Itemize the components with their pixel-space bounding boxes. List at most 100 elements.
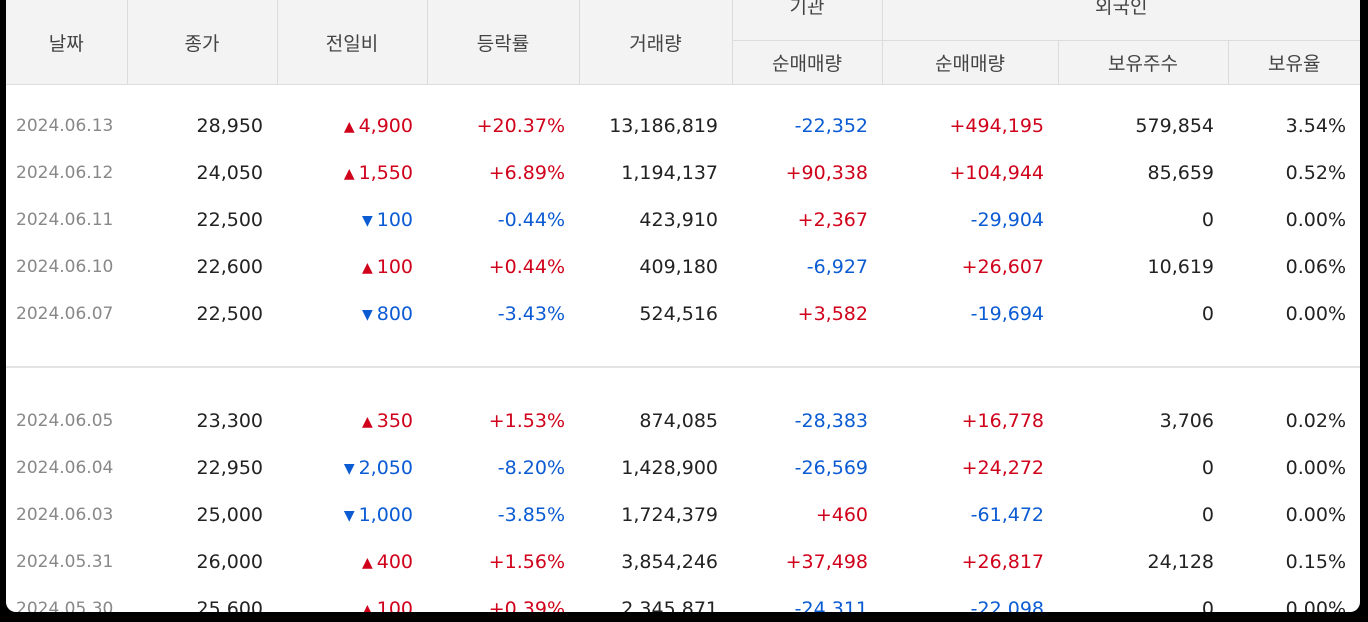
foreign-ratio-cell: 0.06% xyxy=(1285,255,1347,278)
rate-cell: +1.56% xyxy=(488,550,565,573)
close-cell: 22,950 xyxy=(196,456,263,479)
header-close: 종가 xyxy=(127,0,278,85)
change-value: 350 xyxy=(376,409,413,432)
foreign-shares-cell: 0 xyxy=(1201,503,1214,526)
close-cell: 28,950 xyxy=(196,114,263,137)
header-group-foreign: 외국인 xyxy=(882,0,1360,41)
header-foreign-shares: 보유주수 xyxy=(1058,40,1229,85)
table-header: 날짜 종가 전일비 등락률 거래량 기관 외국인 순매매량 순매매량 보유주수 … xyxy=(6,0,1360,85)
change-cell: ▲ 1,550 xyxy=(277,149,427,196)
header-institution-label: 기관 xyxy=(789,0,825,18)
change-value: 1,000 xyxy=(358,503,413,526)
header-change: 전일비 xyxy=(277,0,428,85)
close-cell: 22,600 xyxy=(196,255,263,278)
date-cell: 2024.06.04 xyxy=(16,457,114,478)
inst-net-cell: -6,927 xyxy=(806,255,868,278)
change-value: 400 xyxy=(376,550,413,573)
rate-cell: +20.37% xyxy=(476,114,565,137)
change-cell: ▲ 4,900 xyxy=(277,102,427,149)
group-gap xyxy=(6,337,1360,367)
header-foreign-ratio: 보유율 xyxy=(1228,40,1360,85)
volume-cell: 409,180 xyxy=(639,255,718,278)
rate-cell: -3.85% xyxy=(497,503,565,526)
volume-cell: 2,345,871 xyxy=(621,597,718,613)
table-row: 2024.06.04 22,950 ▼ 2,050 -8.20% 1,428,900 -26… xyxy=(6,444,1360,491)
header-group-institution: 기관 xyxy=(732,0,883,41)
triangle-down-icon: ▼ xyxy=(361,212,373,229)
foreign-ratio-cell: 0.02% xyxy=(1285,409,1347,432)
foreign-net-cell: +16,778 xyxy=(961,409,1044,432)
foreign-shares-cell: 3,706 xyxy=(1159,409,1214,432)
foreign-net-cell: -29,904 xyxy=(970,208,1044,231)
triangle-up-icon: ▲ xyxy=(361,259,373,276)
close-cell: 22,500 xyxy=(196,302,263,325)
inst-net-cell: +3,582 xyxy=(797,302,868,325)
table-row: 2024.06.11 22,500 ▼ 100 -0.44% 423,910 +2,367 -… xyxy=(6,196,1360,243)
triangle-down-icon: ▼ xyxy=(361,306,373,323)
foreign-net-cell: -22,098 xyxy=(970,597,1044,613)
inst-net-cell: +37,498 xyxy=(785,550,868,573)
table-row: 2024.05.31 26,000 ▲ 400 +1.56% 3,854,246 +37,4… xyxy=(6,538,1360,585)
group-gap xyxy=(6,368,1360,397)
header-volume: 거래량 xyxy=(579,0,733,85)
rate-cell: +0.44% xyxy=(488,255,565,278)
foreign-net-cell: -61,472 xyxy=(970,503,1044,526)
triangle-up-icon: ▲ xyxy=(361,554,373,571)
change-cell: ▲ 100 xyxy=(277,585,427,613)
table-body: 2024.06.13 28,950 ▲ 4,900 +20.37% 13,186,819-… xyxy=(6,85,1360,613)
change-value: 2,050 xyxy=(358,456,413,479)
foreign-ratio-cell: 0.00% xyxy=(1285,503,1347,526)
inst-net-cell: +2,367 xyxy=(797,208,868,231)
rate-cell: -8.20% xyxy=(497,456,565,479)
triangle-up-icon: ▲ xyxy=(361,601,373,613)
volume-cell: 13,186,819 xyxy=(609,114,718,137)
triangle-up-icon: ▲ xyxy=(361,413,373,430)
date-cell: 2024.05.30 xyxy=(16,598,114,613)
inst-net-cell: -26,569 xyxy=(794,456,868,479)
volume-cell: 524,516 xyxy=(639,302,718,325)
foreign-net-cell: -19,694 xyxy=(970,302,1044,325)
close-cell: 25,000 xyxy=(196,503,263,526)
date-cell: 2024.06.10 xyxy=(16,256,114,277)
change-value: 100 xyxy=(376,255,413,278)
header-foreign-label: 외국인 xyxy=(1095,0,1148,18)
change-cell: ▼ 1,000 xyxy=(277,491,427,538)
table-row: 2024.06.03 25,000 ▼ 1,000 -3.85% 1,724,379 +46… xyxy=(6,491,1360,538)
table-row: 2024.06.07 22,500 ▼ 800 -3.43% 524,516 +3,582 -… xyxy=(6,290,1360,337)
triangle-down-icon: ▼ xyxy=(343,460,355,477)
inst-net-cell: -28,383 xyxy=(794,409,868,432)
close-cell: 22,500 xyxy=(196,208,263,231)
date-cell: 2024.06.13 xyxy=(16,115,114,136)
change-cell: ▲ 350 xyxy=(277,397,427,444)
change-cell: ▼ 2,050 xyxy=(277,444,427,491)
date-cell: 2024.06.03 xyxy=(16,504,114,525)
volume-cell: 423,910 xyxy=(639,208,718,231)
change-value: 4,900 xyxy=(358,114,413,137)
change-value: 1,550 xyxy=(358,161,413,184)
volume-cell: 874,085 xyxy=(639,409,718,432)
foreign-shares-cell: 85,659 xyxy=(1147,161,1214,184)
volume-cell: 1,194,137 xyxy=(621,161,718,184)
table-top-spacer xyxy=(6,85,1360,103)
foreign-net-cell: +494,195 xyxy=(949,114,1045,137)
header-date: 날짜 xyxy=(6,0,128,85)
change-value: 100 xyxy=(376,597,413,613)
change-value: 800 xyxy=(376,302,413,325)
foreign-ratio-cell: 0.00% xyxy=(1285,208,1347,231)
foreign-ratio-cell: 0.00% xyxy=(1285,302,1347,325)
table-row: 2024.06.10 22,600 ▲ 100 +0.44% 409,180 -6,927 +… xyxy=(6,243,1360,290)
date-cell: 2024.05.31 xyxy=(16,551,114,572)
triangle-up-icon: ▲ xyxy=(343,118,355,135)
header-foreign-net: 순매매량 xyxy=(882,40,1059,85)
foreign-shares-cell: 10,619 xyxy=(1147,255,1214,278)
table-row: 2024.06.05 23,300 ▲ 350 +1.53% 874,085 -28,383… xyxy=(6,397,1360,444)
volume-cell: 1,428,900 xyxy=(621,456,718,479)
table-row: 2024.06.12 24,050 ▲ 1,550 +6.89% 1,194,137 +90… xyxy=(6,149,1360,196)
header-rate: 등락률 xyxy=(427,0,580,85)
close-cell: 25,600 xyxy=(196,597,263,613)
daily-trading-table-panel: 날짜 종가 전일비 등락률 거래량 기관 외국인 순매매량 순매매량 보유주수 … xyxy=(6,0,1360,612)
rate-cell: -3.43% xyxy=(497,302,565,325)
foreign-shares-cell: 24,128 xyxy=(1147,550,1214,573)
volume-cell: 3,854,246 xyxy=(621,550,718,573)
date-cell: 2024.06.11 xyxy=(16,209,114,230)
